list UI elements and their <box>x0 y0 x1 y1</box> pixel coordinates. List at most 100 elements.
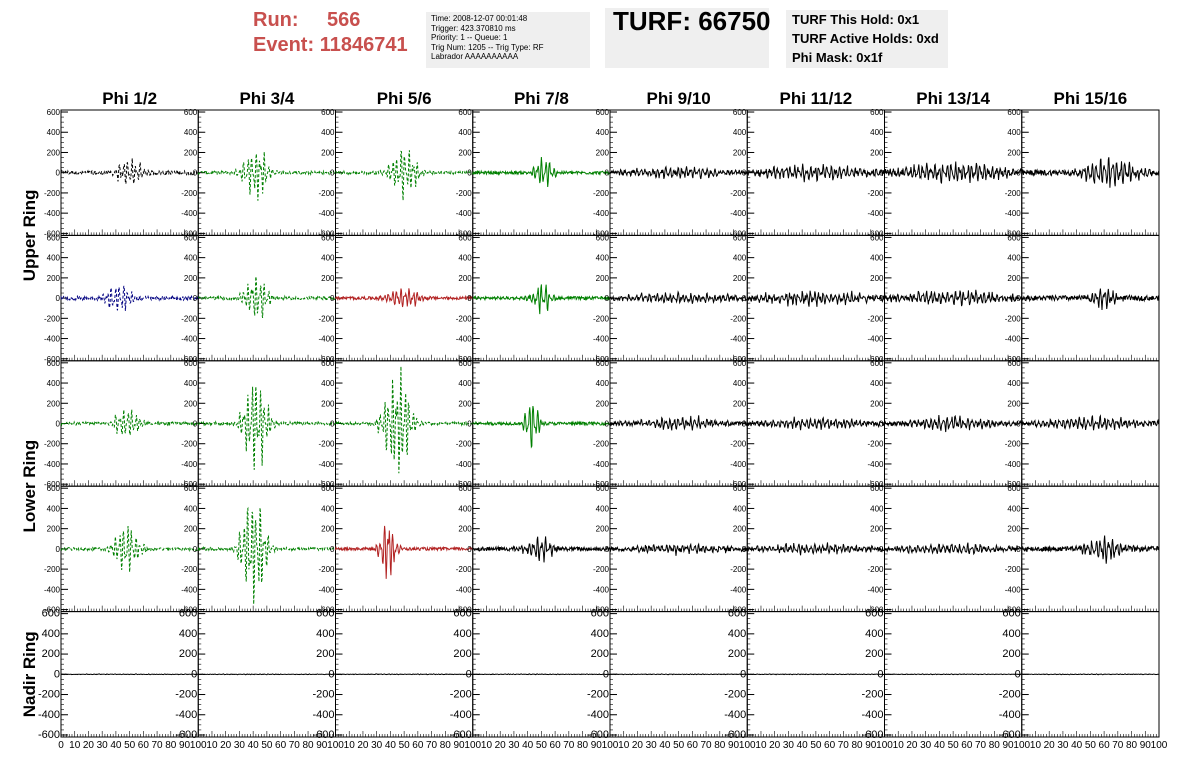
waveform-trace <box>609 165 748 180</box>
waveform-trace <box>472 673 611 676</box>
y-tick-label: 400 <box>1007 379 1021 388</box>
y-tick-label: -400 <box>456 209 473 218</box>
x-tick-label: 70 <box>1112 740 1124 751</box>
y-tick-label: -600 <box>593 229 610 238</box>
y-tick-label: -200 <box>593 565 610 574</box>
x-tick-label: 80 <box>714 740 726 751</box>
y-tick-label: 0 <box>742 420 747 429</box>
column-title: Phi 15/16 <box>1054 89 1128 108</box>
info-time: Time: 2008-12-07 00:01:48 <box>431 14 528 23</box>
y-tick-label: -600 <box>730 606 747 615</box>
y-tick-label: -400 <box>730 585 747 594</box>
row-title: Upper Ring <box>20 190 39 282</box>
y-tick-label: -600 <box>318 355 335 364</box>
waveform-trace <box>609 290 748 305</box>
y-tick-label: 600 <box>47 233 61 242</box>
waveform-trace <box>884 414 1023 433</box>
y-tick-label: 0 <box>467 294 472 303</box>
y-tick-label: 0 <box>193 545 198 554</box>
x-tick-label: 60 <box>824 740 836 751</box>
y-tick-label: -400 <box>1005 585 1022 594</box>
info-labrador: Labrador AAAAAAAAAA <box>431 52 519 62</box>
x-tick-label: 10 <box>69 740 81 751</box>
waveform-trace <box>335 366 474 474</box>
waveform-trace <box>884 673 1022 676</box>
x-tick-label: 90 <box>1002 740 1014 751</box>
y-tick-label: 0 <box>877 668 883 680</box>
x-tick-label: 40 <box>659 740 671 751</box>
y-tick-label: 600 <box>321 233 335 242</box>
y-tick-label: 0 <box>193 294 198 303</box>
y-tick-label: 400 <box>184 254 198 263</box>
y-tick-label: 200 <box>321 148 335 157</box>
x-tick-label: 100 <box>327 740 344 751</box>
y-tick-label: 200 <box>865 648 883 660</box>
x-tick-label: 70 <box>975 740 987 751</box>
y-tick-label: 400 <box>458 379 472 388</box>
y-tick-label: 600 <box>865 608 883 620</box>
y-tick-label: 0 <box>330 420 335 429</box>
y-tick-label: 600 <box>453 608 471 620</box>
y-tick-label: 400 <box>1007 128 1021 137</box>
y-tick-label: 400 <box>870 128 884 137</box>
y-tick-label: 400 <box>321 504 335 513</box>
y-tick-label: 200 <box>321 399 335 408</box>
y-tick-label: -400 <box>44 460 61 469</box>
column-title: Phi 9/10 <box>646 89 710 108</box>
y-tick-label: -400 <box>44 585 61 594</box>
y-tick-label: -400 <box>867 209 884 218</box>
x-tick-label: 20 <box>632 740 644 751</box>
x-tick-label: 10 <box>344 740 356 751</box>
y-tick-label: 0 <box>605 169 610 178</box>
y-tick-label: -400 <box>38 709 60 721</box>
y-tick-label: -400 <box>1005 460 1022 469</box>
column-title: Phi 11/12 <box>779 89 852 108</box>
waveform-trace <box>1021 414 1160 431</box>
y-tick-label: 0 <box>56 169 61 178</box>
y-tick-label: 200 <box>733 525 747 534</box>
y-tick-label: -600 <box>312 729 334 741</box>
run-label: Run: <box>253 9 299 31</box>
column-title: Phi 1/2 <box>102 89 157 108</box>
y-tick-label: 0 <box>54 668 60 680</box>
y-tick-label: -400 <box>867 335 884 344</box>
y-tick-label: 200 <box>458 274 472 283</box>
y-tick-label: 400 <box>733 379 747 388</box>
y-tick-label: -600 <box>44 606 61 615</box>
y-tick-label: 200 <box>184 274 198 283</box>
y-tick-label: -400 <box>730 460 747 469</box>
y-tick-label: 0 <box>56 294 61 303</box>
y-tick-label: 200 <box>596 274 610 283</box>
y-tick-label: 400 <box>316 628 334 640</box>
y-tick-label: 400 <box>458 128 472 137</box>
y-tick-label: -200 <box>318 314 335 323</box>
y-tick-label: 400 <box>870 254 884 263</box>
y-tick-label: 200 <box>184 525 198 534</box>
y-tick-label: 600 <box>184 359 198 368</box>
waveform-trace <box>746 416 885 431</box>
y-tick-label: 600 <box>1007 484 1021 493</box>
y-tick-label: 400 <box>42 628 60 640</box>
waveform-trace <box>335 673 473 676</box>
waveform-trace <box>335 150 473 201</box>
y-tick-label: 600 <box>870 484 884 493</box>
turf-this-hold: TURF This Hold: 0x1 <box>792 12 920 27</box>
y-tick-label: 400 <box>321 254 335 263</box>
y-tick-label: 400 <box>733 504 747 513</box>
x-tick-label: 30 <box>1057 740 1069 751</box>
waveform-trace <box>884 542 1023 556</box>
y-tick-label: -600 <box>867 229 884 238</box>
y-tick-label: -600 <box>1005 606 1022 615</box>
y-tick-label: -200 <box>593 440 610 449</box>
y-tick-label: 0 <box>879 545 884 554</box>
y-tick-label: -400 <box>44 335 61 344</box>
turf-active-holds: TURF Active Holds: 0xd <box>792 31 939 46</box>
y-tick-label: 600 <box>42 608 60 620</box>
x-tick-label: 90 <box>453 740 465 751</box>
info-trignum: Trig Num: 1205 -- Trig Type: RF <box>431 42 544 52</box>
y-tick-label: 200 <box>179 648 197 660</box>
y-tick-label: -200 <box>44 314 61 323</box>
y-tick-label: -600 <box>730 229 747 238</box>
run-line: Run: 566 <box>253 8 423 33</box>
info-priority: Priority: 1 -- Queue: 1 <box>431 33 508 43</box>
